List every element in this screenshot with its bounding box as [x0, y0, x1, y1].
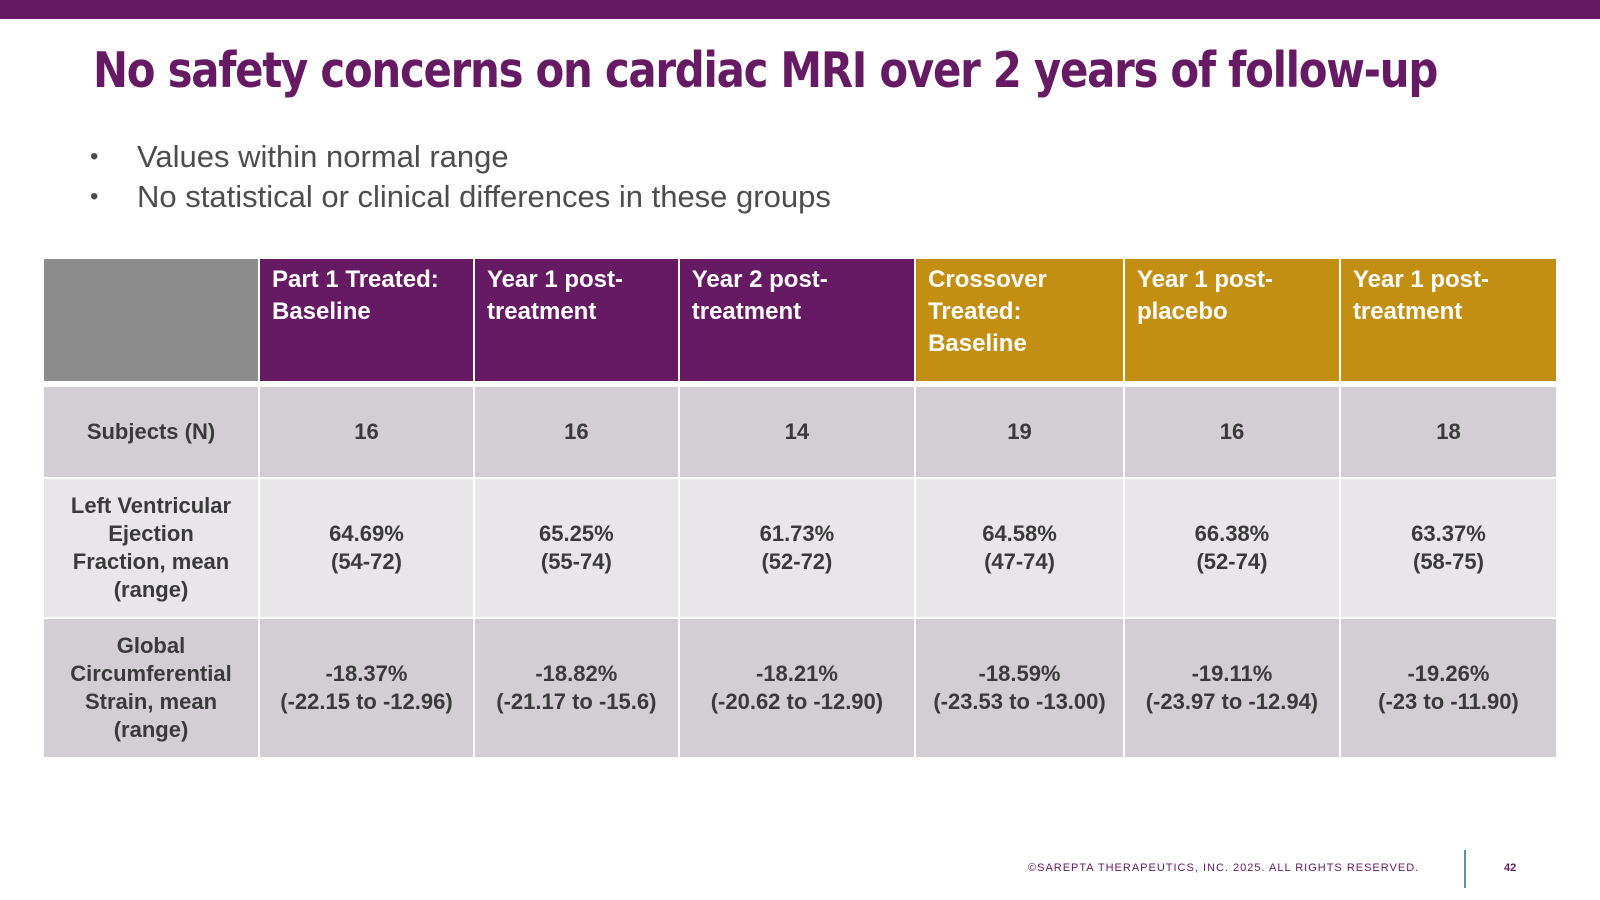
- row-label-line: (range): [113, 717, 189, 742]
- table-row: Subjects (N) 16 16 14 19 16 18: [42, 383, 1559, 479]
- row-label-line: Ejection: [108, 521, 194, 546]
- cardiac-mri-table: Part 1 Treated: Baseline Year 1 post- tr…: [42, 257, 1559, 759]
- table-cell: 14: [677, 383, 917, 479]
- table-cell: -18.82% (-21.17 to -15.6): [472, 617, 680, 759]
- header-line: Baseline: [271, 298, 371, 325]
- copyright-footer: ©SAREPTA THERAPEUTICS, INC. 2025. ALL RI…: [1028, 862, 1420, 874]
- cell-range: (52-74): [1196, 549, 1268, 574]
- cell-value: -18.37%: [325, 661, 408, 686]
- header-line: Crossover: [928, 266, 1047, 293]
- header-line: Treated:: [928, 298, 1022, 325]
- cell-range: (58-75): [1413, 549, 1484, 574]
- table-row: Left Ventricular Ejection Fraction, mean…: [42, 477, 1559, 619]
- slide-title: No safety concerns on cardiac MRI over 2…: [93, 42, 1438, 99]
- header-part1-year2: Year 2 post- treatment: [677, 257, 917, 385]
- table-cell: -18.37% (-22.15 to -12.96): [257, 617, 475, 759]
- row-label: Subjects (N): [42, 383, 260, 479]
- bullet-item: • No statistical or clinical differences…: [90, 177, 831, 217]
- table-cell: 19: [914, 383, 1125, 479]
- table-cell: 65.25% (55-74): [472, 477, 680, 619]
- table-cell: -19.26% (-23 to -11.90): [1338, 617, 1559, 759]
- bullet-dot-icon: •: [90, 183, 99, 210]
- cell-value: -18.82%: [535, 661, 618, 686]
- cell-value: 64.69%: [329, 521, 404, 546]
- row-label-line: Left Ventricular: [70, 493, 232, 518]
- cell-range: (-23.97 to -12.94): [1145, 689, 1319, 714]
- table-cell: -19.11% (-23.97 to -12.94): [1122, 617, 1341, 759]
- cell-value: -19.26%: [1407, 661, 1490, 686]
- table-cell: 64.69% (54-72): [257, 477, 475, 619]
- bullet-item: • Values within normal range: [90, 137, 831, 177]
- cell-value: -18.21%: [755, 661, 838, 686]
- header-line: Year 2 post-: [691, 266, 828, 293]
- header-part1-year1: Year 1 post- treatment: [472, 257, 680, 385]
- cell-value: 66.38%: [1194, 521, 1270, 546]
- header-line: treatment: [691, 298, 802, 325]
- header-corner-cell: [42, 257, 260, 385]
- header-line: Year 1 post-: [1136, 266, 1274, 293]
- table-header-row: Part 1 Treated: Baseline Year 1 post- tr…: [42, 257, 1559, 385]
- bullet-text: No statistical or clinical differences i…: [137, 179, 831, 214]
- table-cell: 61.73% (52-72): [677, 477, 917, 619]
- table-row: Global Circumferential Strain, mean (ran…: [42, 617, 1559, 759]
- cell-value: 61.73%: [759, 521, 835, 546]
- row-label-line: (range): [113, 577, 189, 602]
- page-number: 42: [1504, 862, 1517, 874]
- header-crossover-year1-placebo: Year 1 post- placebo: [1122, 257, 1341, 385]
- cell-range: (-23 to -11.90): [1378, 689, 1519, 714]
- table-cell: 16: [1122, 383, 1341, 479]
- header-line: Year 1 post-: [486, 266, 624, 293]
- cell-range: (54-72): [331, 549, 402, 574]
- row-label-line: Fraction, mean: [72, 549, 230, 574]
- row-label-line: Global: [116, 633, 186, 658]
- header-line: treatment: [486, 298, 597, 325]
- cell-value: 63.37%: [1411, 521, 1486, 546]
- bullet-dot-icon: •: [90, 143, 99, 170]
- cell-range: (-23.53 to -13.00): [933, 689, 1106, 714]
- cell-value: -19.11%: [1191, 661, 1273, 686]
- table-cell: 16: [257, 383, 475, 479]
- cell-range: (-21.17 to -15.6): [496, 689, 657, 714]
- row-label: Left Ventricular Ejection Fraction, mean…: [42, 477, 260, 619]
- table-cell: -18.21% (-20.62 to -12.90): [677, 617, 917, 759]
- header-line: Part 1 Treated:: [271, 266, 439, 293]
- row-label-line: Strain, mean: [84, 689, 218, 714]
- header-crossover-year1-treatment: Year 1 post- treatment: [1338, 257, 1559, 385]
- header-line: Baseline: [928, 330, 1027, 357]
- table-cell: 18: [1338, 383, 1559, 479]
- header-line: Year 1 post-: [1352, 266, 1489, 293]
- table-cell: 66.38% (52-74): [1122, 477, 1341, 619]
- table-cell: -18.59% (-23.53 to -13.00): [914, 617, 1125, 759]
- cell-range: (55-74): [540, 549, 612, 574]
- cell-value: 65.25%: [539, 521, 614, 546]
- header-crossover-baseline: Crossover Treated: Baseline: [914, 257, 1125, 385]
- cell-value: 64.58%: [982, 521, 1057, 546]
- cell-range: (52-72): [761, 549, 833, 574]
- cell-range: (-20.62 to -12.90): [710, 689, 884, 714]
- row-label-line: Subjects (N): [86, 419, 216, 444]
- cell-value: -18.59%: [978, 661, 1061, 686]
- header-line: placebo: [1136, 298, 1228, 325]
- bullet-text: Values within normal range: [137, 139, 509, 174]
- footer-divider: [1464, 850, 1466, 888]
- header-line: treatment: [1352, 298, 1463, 325]
- table-cell: 64.58% (47-74): [914, 477, 1125, 619]
- cell-range: (47-74): [984, 549, 1055, 574]
- bullet-list: • Values within normal range • No statis…: [90, 137, 831, 217]
- header-part1-baseline: Part 1 Treated: Baseline: [257, 257, 475, 385]
- row-label-line: Circumferential: [70, 661, 232, 686]
- cell-range: (-22.15 to -12.96): [280, 689, 453, 714]
- table-cell: 63.37% (58-75): [1338, 477, 1559, 619]
- top-accent-bar: [0, 0, 1600, 19]
- table-cell: 16: [472, 383, 680, 479]
- row-label: Global Circumferential Strain, mean (ran…: [42, 617, 260, 759]
